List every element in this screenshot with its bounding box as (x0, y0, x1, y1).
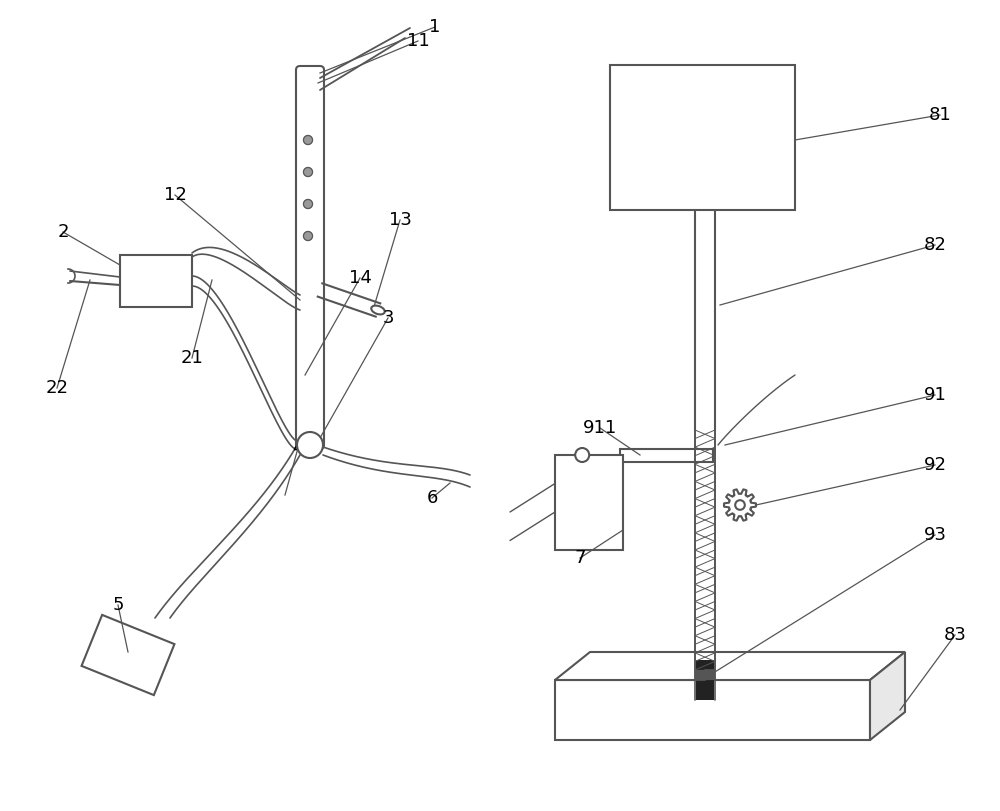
Polygon shape (870, 652, 905, 740)
Bar (696, 660, 714, 700)
Text: 83: 83 (944, 626, 966, 644)
FancyBboxPatch shape (296, 66, 324, 449)
Bar (120, 255, 192, 307)
Text: 6: 6 (426, 489, 438, 507)
Circle shape (304, 231, 312, 241)
Text: 91: 91 (924, 386, 946, 404)
Bar (555, 455, 623, 550)
Circle shape (575, 448, 589, 462)
Bar (620, 448, 713, 461)
Circle shape (304, 135, 312, 144)
Polygon shape (555, 652, 905, 680)
Text: 12: 12 (164, 186, 186, 204)
Bar (610, 65, 795, 210)
Text: 81: 81 (929, 106, 951, 124)
Text: 2: 2 (57, 223, 69, 241)
Text: 1: 1 (429, 18, 441, 36)
Circle shape (297, 432, 323, 458)
Ellipse shape (371, 306, 385, 315)
Text: 21: 21 (181, 349, 203, 367)
Text: 82: 82 (924, 236, 946, 254)
Circle shape (304, 200, 312, 208)
Circle shape (304, 168, 312, 177)
Bar (555, 680, 870, 740)
Circle shape (735, 500, 745, 510)
Text: 14: 14 (349, 269, 371, 287)
Text: 11: 11 (407, 32, 429, 50)
Text: 4: 4 (292, 439, 304, 457)
Text: 22: 22 (46, 379, 68, 397)
Text: 5: 5 (112, 596, 124, 614)
Text: 93: 93 (924, 526, 946, 544)
Text: 7: 7 (574, 549, 586, 567)
Text: 911: 911 (583, 419, 617, 437)
Bar (82, 615, 174, 695)
Text: 13: 13 (389, 211, 411, 229)
Text: 3: 3 (382, 309, 394, 327)
Text: 92: 92 (924, 456, 946, 474)
